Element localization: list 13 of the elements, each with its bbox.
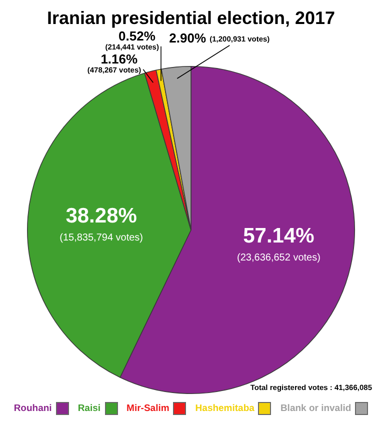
data-label: 38.28% <box>66 204 138 228</box>
text: (23,636,652 votes) <box>237 252 320 264</box>
chart-title: Iranian presidential election, 2017 <box>46 8 336 29</box>
legend-label: Rouhani <box>14 403 52 414</box>
data-label: 2.90% <box>169 30 206 46</box>
legend-label: Mir-Salim <box>126 403 170 414</box>
legend-label: Hashemitaba <box>195 403 254 414</box>
data-label: 0.52% <box>118 28 156 44</box>
legend-label: Blank or invalid <box>280 403 352 414</box>
data-label: 1.16% <box>100 51 138 66</box>
legend-label: Raisi <box>78 403 101 414</box>
text: (15,835,794 votes) <box>60 232 144 244</box>
data-label: 57.14% <box>243 224 315 248</box>
